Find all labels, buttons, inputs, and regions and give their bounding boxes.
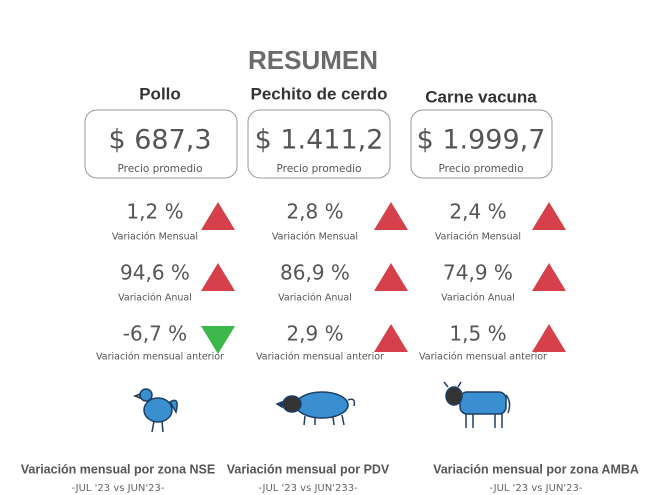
metric-value: 86,9 % — [280, 261, 350, 285]
metric-label: Variación Mensual — [112, 232, 198, 243]
metric-label: Variación mensual anterior — [96, 352, 224, 363]
trend-arrow — [201, 202, 235, 230]
metric-label: Variación mensual anterior — [419, 352, 547, 363]
trend-arrow — [532, 263, 566, 291]
metric-value: 2,4 % — [449, 200, 506, 224]
footer-title: Variación mensual por PDV — [227, 462, 390, 476]
column-name: Pechito de cerdo — [251, 84, 388, 103]
page-title: RESUMEN — [248, 45, 378, 75]
price-value: $ 687,3 — [108, 125, 211, 156]
price-card — [247, 109, 391, 179]
trend-arrow — [374, 202, 408, 230]
trend-arrow — [201, 326, 235, 354]
metric-label: Variación mensual anterior — [256, 352, 384, 363]
metric-value: 74,9 % — [443, 261, 513, 285]
footer-subtitle: -JUL '23 vs JUN'233- — [258, 483, 358, 494]
price-label: Precio promedio — [117, 163, 202, 175]
column-name: Pollo — [139, 84, 181, 103]
chicken-icon — [132, 388, 178, 433]
price-value: $ 1.411,2 — [255, 125, 384, 156]
metric-label: Variación Mensual — [435, 232, 521, 243]
price-label: Precio promedio — [438, 163, 523, 175]
metric-value: 1,5 % — [449, 322, 506, 346]
trend-arrow — [374, 324, 408, 352]
footer-title: Variación mensual por zona NSE — [21, 462, 216, 476]
metric-label: Variación Anual — [278, 293, 352, 304]
metric-label: Variación Mensual — [272, 232, 358, 243]
trend-arrow — [374, 263, 408, 291]
metric-label: Variación Anual — [118, 293, 192, 304]
cow-icon — [443, 381, 511, 428]
metric-value: 2,8 % — [286, 200, 343, 224]
price-label: Precio promedio — [276, 163, 361, 175]
trend-arrow — [532, 324, 566, 352]
metric-value: 94,6 % — [120, 261, 190, 285]
price-value: $ 1.999,7 — [417, 125, 546, 156]
footer-subtitle: -JUL '23 vs JUN'23- — [72, 483, 165, 494]
trend-arrow — [201, 263, 235, 291]
price-card — [410, 109, 553, 179]
trend-arrow — [532, 202, 566, 230]
metric-label: Variación Anual — [441, 293, 515, 304]
column-name: Carne vacuna — [425, 87, 537, 106]
footer-title: Variación mensual por zona AMBA — [433, 462, 639, 476]
price-card — [84, 109, 238, 179]
metric-value: 1,2 % — [126, 200, 183, 224]
metric-value: 2,9 % — [286, 322, 343, 346]
footer-subtitle: -JUL '23 vs JUN'23- — [490, 483, 583, 494]
metric-value: -6,7 % — [123, 322, 187, 346]
pig-icon — [275, 391, 356, 426]
